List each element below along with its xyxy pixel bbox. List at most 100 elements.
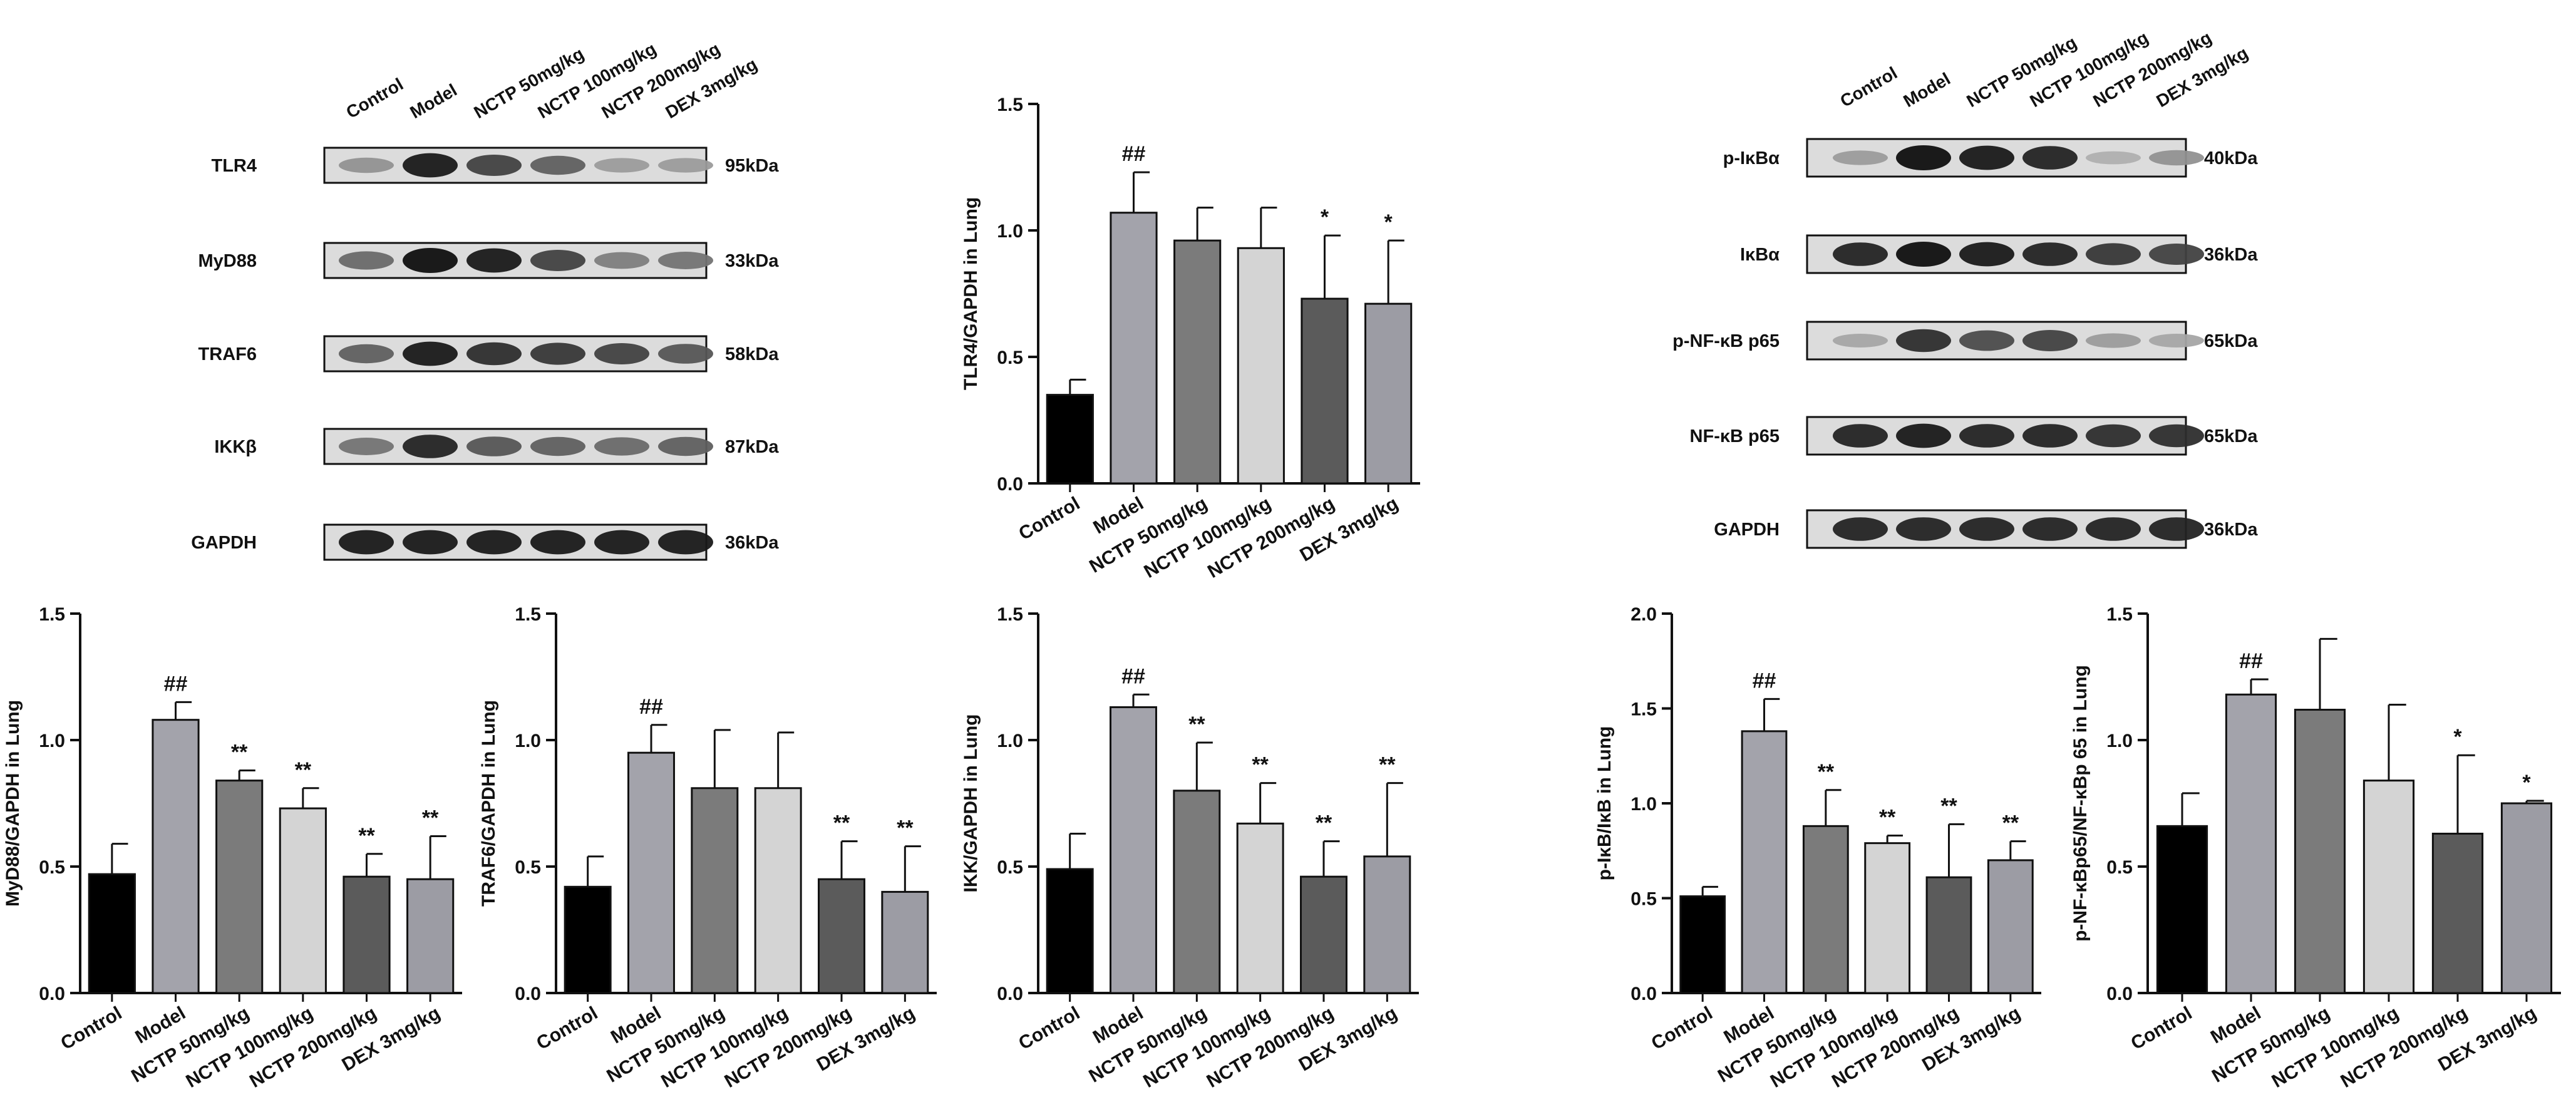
blot-band [2022, 330, 2078, 351]
significance-label: * [2522, 771, 2531, 795]
y-tick-label: 0.0 [515, 984, 541, 1004]
y-axis-label: p-IκB/IκB in Lung [1594, 726, 1615, 881]
y-axis-label: MyD88/GAPDH in Lung [3, 700, 23, 907]
kda-label: 36kDa [2204, 520, 2258, 540]
y-tick-label: 1.5 [997, 95, 1023, 115]
blot-band [2149, 334, 2204, 347]
y-tick-label: 0.5 [997, 857, 1023, 878]
blot-band [1896, 423, 1951, 448]
chart-pnfkb: 0.0 0.5 1.0 1.5 p-NF-κBp65/NF-κBp 65 in Lung… [2070, 604, 2561, 1092]
blot-band [403, 153, 458, 178]
x-tick-label: Control [1015, 1002, 1083, 1054]
blot-band [339, 530, 394, 555]
protein-label: GAPDH [1714, 520, 1780, 540]
significance-label: ## [164, 672, 188, 696]
x-tick-label: NCTP 100mg/kg [2269, 1002, 2403, 1092]
blot-band [2149, 150, 2204, 166]
bar [1237, 247, 1285, 485]
significance-label: ** [1316, 811, 1332, 835]
blot-band [2086, 333, 2141, 348]
protein-label: GAPDH [191, 533, 257, 553]
y-tick-label: 1.0 [997, 221, 1023, 242]
significance-label: ** [1940, 794, 1957, 818]
y-axis-label: p-NF-κBp65/NF-κBp 65 in Lung [2070, 665, 2091, 942]
blot-band [658, 344, 713, 364]
blot-band [2086, 424, 2141, 448]
lane-label: Control [1837, 63, 1901, 111]
kda-label: 65kDa [2204, 331, 2258, 351]
blot-band [1959, 330, 2014, 351]
blot-band [530, 155, 585, 175]
bar [564, 885, 612, 994]
blot-band [2149, 424, 2204, 448]
significance-label: ** [422, 806, 439, 830]
bar [818, 878, 865, 994]
protein-label: IκBα [1740, 245, 1780, 265]
chart-pikb: 0.0 0.5 1.0 1.5 2.0 p-IκB/IκB in Lung Control #… [1594, 604, 2041, 1092]
blot-band [1833, 334, 1888, 347]
bar [2156, 825, 2208, 994]
y-tick-label: 0.5 [1631, 889, 1657, 910]
bar [1173, 790, 1221, 994]
x-tick-label: Control [1015, 493, 1083, 544]
bar [1741, 730, 1788, 994]
blot-band [466, 436, 522, 456]
bar [1864, 842, 1911, 994]
bar [1301, 297, 1349, 485]
kda-label: 58kDa [725, 344, 779, 364]
protein-label: MyD88 [198, 251, 257, 271]
x-tick-label: Control [57, 1002, 125, 1054]
y-tick-label: 1.5 [39, 604, 65, 625]
significance-label: ## [639, 695, 663, 719]
blot-band [339, 344, 394, 364]
blot-band [594, 437, 649, 456]
blot-band [1959, 145, 2014, 170]
y-tick-label: 1.5 [2106, 604, 2133, 625]
y-tick-label: 0.5 [2106, 857, 2133, 878]
blot-band [530, 342, 585, 365]
blot-band [2149, 517, 2204, 541]
blot-band [339, 157, 394, 173]
bar [1364, 302, 1413, 485]
blot-band [2086, 517, 2141, 541]
bar [2362, 780, 2415, 994]
y-tick-label: 0.0 [2106, 984, 2133, 1004]
blot-band [658, 436, 713, 456]
blot-band [530, 250, 585, 271]
blot-band [403, 530, 458, 555]
protein-label: p-IκBα [1723, 148, 1780, 168]
significance-label: ## [2239, 649, 2263, 673]
bar [2500, 802, 2553, 994]
y-tick-label: 1.5 [997, 604, 1023, 625]
y-tick-label: 0.0 [997, 984, 1023, 1004]
bar [1110, 212, 1158, 485]
blot-band [1959, 517, 2014, 541]
bar [754, 787, 802, 994]
blot-band [2149, 244, 2204, 265]
blot-band [339, 251, 394, 270]
protein-label: IKKβ [214, 437, 257, 457]
blot-band [1959, 242, 2014, 267]
blot-band [1896, 329, 1951, 353]
y-tick-label: 1.5 [515, 604, 541, 625]
blot-band [658, 252, 713, 269]
y-axis-label: IKK/GAPDH in Lung [961, 714, 981, 893]
significance-label: * [1321, 205, 1329, 229]
blot-band [1833, 517, 1888, 541]
blot-band [1896, 145, 1951, 170]
bar [152, 719, 200, 994]
significance-label: ## [1122, 142, 1146, 166]
blot-band [403, 435, 458, 458]
blot-band [530, 530, 585, 555]
bar [2431, 832, 2484, 994]
blot-band [2022, 242, 2078, 266]
significance-label: ** [1252, 753, 1269, 777]
significance-label: ** [897, 816, 914, 840]
blot-band [2022, 517, 2078, 541]
y-tick-label: 1.5 [1631, 699, 1657, 720]
blot-band [658, 530, 713, 555]
lane-label: NCTP 50mg/kg [1964, 33, 2080, 111]
